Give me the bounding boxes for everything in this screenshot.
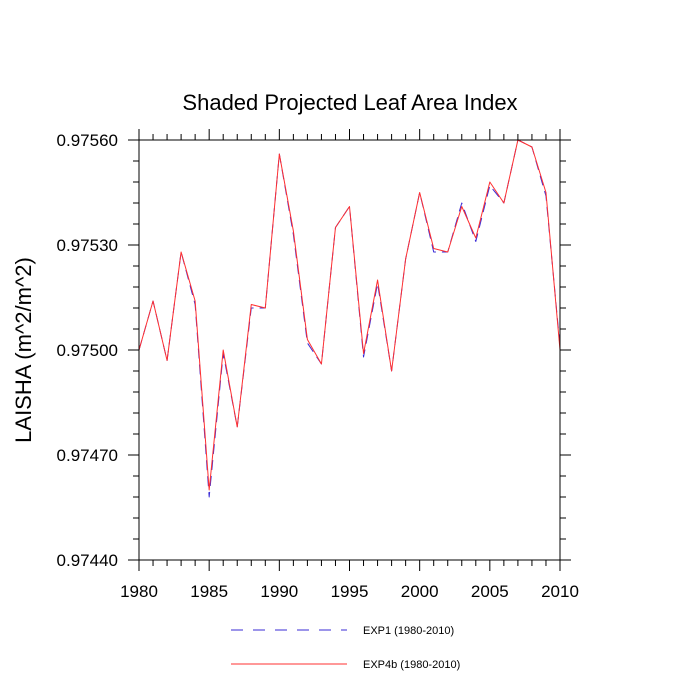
x-tick-label: 2000: [401, 582, 439, 601]
y-tick-label: 0.97470: [57, 446, 118, 465]
x-tick-label: 1995: [331, 582, 369, 601]
legend-label-2: EXP4b (1980-2010): [363, 659, 460, 671]
y-tick-label: 0.97440: [57, 551, 118, 570]
axis-ticks: [128, 129, 571, 571]
y-tick-label: 0.97530: [57, 236, 118, 255]
y-tick-label: 0.97560: [57, 131, 118, 150]
y-axis-label: LAISHA (m^2/m^2): [11, 257, 36, 443]
axis-tick-labels: 1980 1985 1990 1995 2000 2005 2010 0.97440 0.974…: [57, 131, 579, 601]
series-line-2: [138, 139, 561, 491]
x-tick-label: 2010: [541, 582, 579, 601]
data-series: [138, 139, 561, 498]
x-tick-label: 1990: [260, 582, 298, 601]
x-tick-label: 2005: [471, 582, 509, 601]
series-line-1: [138, 139, 561, 498]
plot-frame: [138, 139, 561, 561]
x-tick-label: 1980: [120, 582, 158, 601]
x-tick-label: 1985: [190, 582, 228, 601]
chart-title: Shaded Projected Leaf Area Index: [182, 90, 517, 115]
legend: EXP1 (1980-2010) EXP4b (1980-2010): [231, 625, 460, 671]
y-tick-label: 0.97500: [57, 341, 118, 360]
legend-label-1: EXP1 (1980-2010): [363, 625, 454, 637]
